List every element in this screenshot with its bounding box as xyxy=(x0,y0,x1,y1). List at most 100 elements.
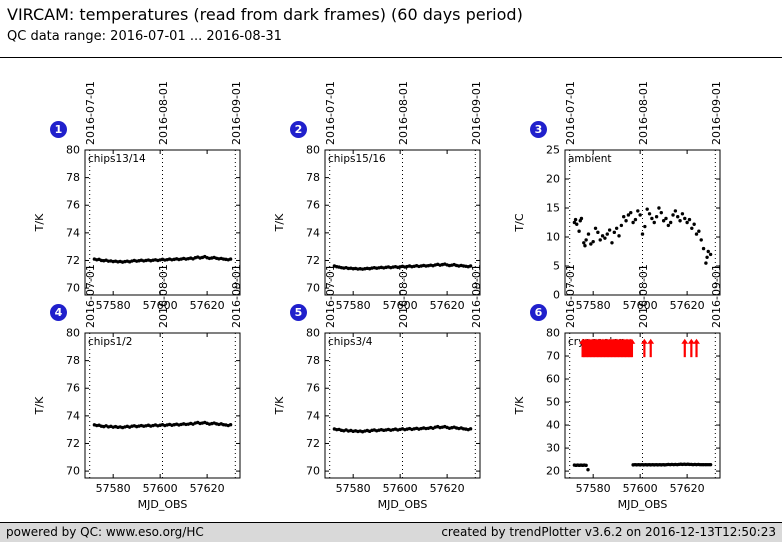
svg-text:70: 70 xyxy=(66,282,80,295)
svg-text:80: 80 xyxy=(546,327,560,340)
svg-text:74: 74 xyxy=(66,226,80,239)
svg-text:57600: 57600 xyxy=(623,482,658,495)
svg-text:57580: 57580 xyxy=(96,299,131,312)
plot-chips1-2: 2016-07-01 2016-08-01 2016-09-01 57580 57600… xyxy=(33,264,243,511)
svg-text:72: 72 xyxy=(306,254,320,267)
svg-text:2016-08-01: 2016-08-01 xyxy=(157,81,170,145)
svg-text:T/K: T/K xyxy=(33,396,46,415)
svg-text:2016-07-01: 2016-07-01 xyxy=(84,264,97,328)
svg-text:72: 72 xyxy=(306,437,320,450)
footer-qc-link[interactable]: www.eso.org/HC xyxy=(105,525,204,539)
footer-powered-by: powered by QC: www.eso.org/HC xyxy=(6,523,204,542)
header: VIRCAM: temperatures (read from dark fra… xyxy=(7,5,523,44)
svg-text:70: 70 xyxy=(66,465,80,478)
header-divider xyxy=(0,57,782,58)
svg-text:ambient: ambient xyxy=(568,153,611,165)
svg-text:2016-07-01: 2016-07-01 xyxy=(324,81,337,145)
svg-text:T/C: T/C xyxy=(513,213,526,232)
page-title: VIRCAM: temperatures (read from dark fra… xyxy=(7,5,523,24)
plot-panel-cryocooler: 6 2016-07-01 2016-08-01 2016-09-01 57580 576… xyxy=(508,258,738,516)
svg-text:74: 74 xyxy=(306,409,320,422)
svg-text:78: 78 xyxy=(306,171,320,184)
svg-text:25: 25 xyxy=(546,144,560,157)
svg-text:2016-09-01: 2016-09-01 xyxy=(230,81,243,145)
svg-text:20: 20 xyxy=(546,465,560,478)
svg-text:74: 74 xyxy=(306,226,320,239)
svg-text:T/K: T/K xyxy=(513,396,526,415)
svg-text:76: 76 xyxy=(306,199,320,212)
svg-text:50: 50 xyxy=(546,396,560,409)
svg-text:72: 72 xyxy=(66,254,80,267)
svg-text:76: 76 xyxy=(66,382,80,395)
svg-text:80: 80 xyxy=(306,144,320,157)
qc-data-range: QC data range: 2016-07-01 ... 2016-08-31 xyxy=(7,29,282,44)
svg-text:MJD_OBS: MJD_OBS xyxy=(138,498,188,511)
svg-text:76: 76 xyxy=(66,199,80,212)
svg-text:2016-08-01: 2016-08-01 xyxy=(397,81,410,145)
plot-chips13-14: 2016-07-01 2016-08-01 2016-09-01 57580 57600… xyxy=(33,81,243,312)
plot-number-badge: 2 xyxy=(290,121,307,138)
footer: powered by QC: www.eso.org/HC created by… xyxy=(0,522,782,542)
svg-text:T/K: T/K xyxy=(33,213,46,232)
svg-text:2016-09-01: 2016-09-01 xyxy=(470,264,483,328)
svg-text:80: 80 xyxy=(66,144,80,157)
footer-created-by: created by trendPlotter v3.6.2 on 2016-1… xyxy=(441,525,776,539)
svg-text:MJD_OBS: MJD_OBS xyxy=(618,498,668,511)
svg-text:40: 40 xyxy=(546,419,560,432)
svg-text:15: 15 xyxy=(546,202,560,215)
svg-text:70: 70 xyxy=(306,282,320,295)
svg-text:2016-07-01: 2016-07-01 xyxy=(324,264,337,328)
plot-number-badge: 3 xyxy=(530,121,547,138)
plot-chips15-16: 2016-07-01 2016-08-01 2016-09-01 57580 57600… xyxy=(273,81,483,312)
svg-text:57620: 57620 xyxy=(430,482,465,495)
svg-text:76: 76 xyxy=(306,382,320,395)
svg-text:57580: 57580 xyxy=(576,482,611,495)
svg-text:57600: 57600 xyxy=(383,299,418,312)
svg-text:57600: 57600 xyxy=(143,299,178,312)
svg-text:80: 80 xyxy=(306,327,320,340)
svg-text:30: 30 xyxy=(546,442,560,455)
svg-text:2016-08-01: 2016-08-01 xyxy=(157,264,170,328)
svg-text:57600: 57600 xyxy=(383,482,418,495)
plot-panel-ambient: 3 2016-07-01 2016-08-01 2016-09-01 57580 576… xyxy=(508,75,738,333)
plot-number-badge: 1 xyxy=(50,121,67,138)
svg-text:2016-07-01: 2016-07-01 xyxy=(84,81,97,145)
svg-text:57580: 57580 xyxy=(336,482,371,495)
svg-text:57580: 57580 xyxy=(96,482,131,495)
plot-number-badge: 4 xyxy=(50,304,67,321)
svg-text:57580: 57580 xyxy=(336,299,371,312)
plot-number-badge: 5 xyxy=(290,304,307,321)
svg-text:0: 0 xyxy=(553,289,560,302)
svg-text:MJD_OBS: MJD_OBS xyxy=(378,498,428,511)
svg-text:57600: 57600 xyxy=(623,299,658,312)
plot-panel-chips15-16: 2 2016-07-01 2016-08-01 2016-09-01 57580 576… xyxy=(268,75,498,333)
svg-text:2016-08-01: 2016-08-01 xyxy=(397,264,410,328)
svg-text:chips1/2: chips1/2 xyxy=(88,336,132,348)
plot-number-badge: 6 xyxy=(530,304,547,321)
svg-text:2016-09-01: 2016-09-01 xyxy=(230,264,243,328)
svg-text:2016-07-01: 2016-07-01 xyxy=(564,264,577,328)
svg-text:T/K: T/K xyxy=(273,213,286,232)
svg-text:57580: 57580 xyxy=(576,299,611,312)
svg-text:2016-08-01: 2016-08-01 xyxy=(637,264,650,328)
svg-text:2016-09-01: 2016-09-01 xyxy=(470,81,483,145)
svg-text:2016-09-01: 2016-09-01 xyxy=(710,264,723,328)
svg-text:chips13/14: chips13/14 xyxy=(88,153,146,165)
svg-text:57620: 57620 xyxy=(430,299,465,312)
svg-text:70: 70 xyxy=(306,465,320,478)
svg-text:5: 5 xyxy=(553,260,560,273)
svg-text:70: 70 xyxy=(546,350,560,363)
svg-text:78: 78 xyxy=(66,171,80,184)
svg-text:20: 20 xyxy=(546,173,560,186)
svg-text:78: 78 xyxy=(66,354,80,367)
svg-text:57620: 57620 xyxy=(190,299,225,312)
plot-chips3-4: 2016-07-01 2016-08-01 2016-09-01 57580 57600… xyxy=(273,264,483,511)
svg-text:chips15/16: chips15/16 xyxy=(328,153,386,165)
plot-ambient: 2016-07-01 2016-08-01 2016-09-01 57580 57600… xyxy=(513,81,723,312)
svg-text:10: 10 xyxy=(546,231,560,244)
svg-text:72: 72 xyxy=(66,437,80,450)
svg-text:78: 78 xyxy=(306,354,320,367)
svg-text:2016-09-01: 2016-09-01 xyxy=(710,81,723,145)
footer-powered-by-text: powered by QC: xyxy=(6,525,106,539)
plot-cryocooler: 2016-07-01 2016-08-01 2016-09-01 57580 57600… xyxy=(513,264,723,511)
